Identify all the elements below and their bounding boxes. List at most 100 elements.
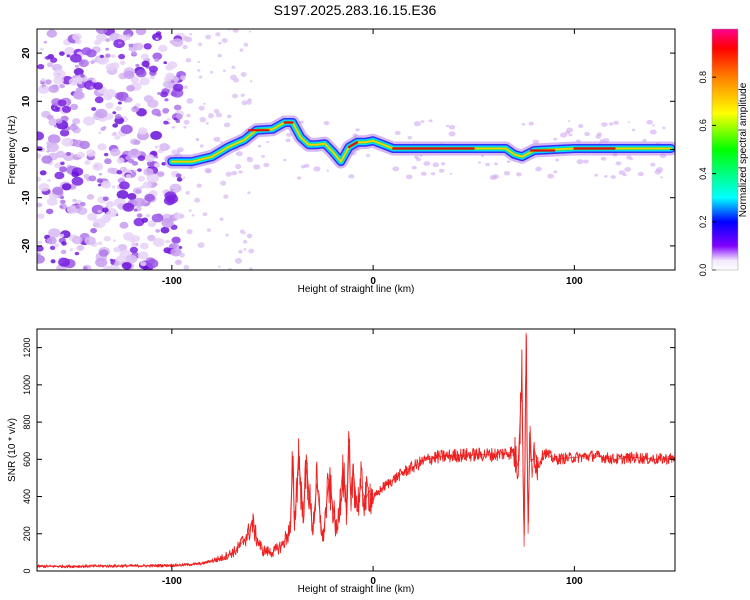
noise-blob bbox=[97, 209, 102, 213]
noise-blob bbox=[420, 120, 425, 123]
noise-blob bbox=[72, 198, 77, 203]
noise-blob bbox=[107, 167, 116, 174]
noise-blob bbox=[134, 103, 141, 108]
noise-blob bbox=[238, 170, 243, 174]
noise-blob bbox=[553, 170, 558, 174]
snr-series bbox=[37, 332, 675, 569]
spectrogram-y-tick-label: -20 bbox=[21, 238, 32, 253]
noise-blob bbox=[95, 257, 108, 268]
noise-blob bbox=[247, 235, 251, 239]
spectrogram-y-label: Frequency (Hz) bbox=[7, 116, 18, 185]
noise-blob bbox=[37, 245, 44, 252]
noise-blob bbox=[57, 99, 67, 107]
noise-blob bbox=[98, 249, 109, 257]
noise-blob bbox=[76, 151, 85, 159]
noise-blob bbox=[39, 170, 47, 176]
noise-blob bbox=[243, 248, 247, 251]
noise-blob bbox=[642, 138, 647, 142]
noise-blob bbox=[45, 79, 52, 85]
noise-blob bbox=[202, 212, 208, 217]
noise-blob bbox=[445, 124, 450, 128]
noise-blob bbox=[96, 178, 103, 183]
noise-blob bbox=[72, 33, 82, 41]
noise-blob bbox=[143, 43, 152, 50]
noise-blob bbox=[164, 98, 169, 102]
noise-blob bbox=[516, 172, 522, 177]
noise-blob bbox=[162, 107, 170, 114]
noise-blob bbox=[603, 138, 610, 143]
noise-blob bbox=[263, 162, 270, 168]
noise-blob bbox=[54, 162, 62, 169]
noise-blob bbox=[182, 176, 186, 179]
snr-x-tick-label: 100 bbox=[566, 576, 583, 587]
noise-blob bbox=[157, 92, 161, 95]
noise-blob bbox=[448, 131, 456, 137]
noise-blob bbox=[213, 136, 221, 142]
noise-blob bbox=[555, 158, 560, 162]
noise-blob bbox=[59, 199, 66, 204]
noise-blob bbox=[261, 155, 266, 158]
noise-blob bbox=[144, 193, 155, 202]
snr-y-tick-label: 400 bbox=[22, 489, 32, 504]
noise-blob bbox=[266, 141, 270, 144]
noise-blob bbox=[506, 160, 511, 163]
noise-blob bbox=[366, 154, 371, 157]
noise-blob bbox=[59, 166, 68, 173]
noise-blob bbox=[415, 157, 421, 162]
snr-y-tick-label: 1000 bbox=[22, 375, 32, 395]
noise-blob bbox=[423, 161, 431, 166]
noise-blob bbox=[189, 32, 193, 36]
noise-blob bbox=[231, 65, 236, 70]
noise-blob bbox=[54, 171, 65, 180]
noise-blob bbox=[116, 170, 123, 175]
snr-y-label: SNR (10 * v/v) bbox=[7, 418, 18, 482]
noise-blob bbox=[135, 63, 140, 68]
noise-blob bbox=[52, 186, 64, 195]
noise-blob bbox=[203, 102, 206, 105]
noise-blob bbox=[494, 162, 498, 166]
noise-blob bbox=[234, 257, 243, 264]
noise-blob bbox=[75, 39, 82, 45]
noise-blob bbox=[186, 98, 194, 104]
noise-blob bbox=[521, 123, 526, 126]
noise-blob bbox=[88, 175, 97, 182]
noise-blob bbox=[89, 86, 94, 89]
noise-blob bbox=[136, 213, 143, 218]
noise-blob bbox=[205, 34, 212, 40]
noise-blob bbox=[185, 36, 193, 43]
figure-title: S197.2025.283.16.15.E36 bbox=[274, 2, 437, 18]
noise-blob bbox=[54, 125, 58, 128]
noise-blob bbox=[158, 44, 168, 53]
noise-blob bbox=[613, 120, 619, 125]
noise-blob bbox=[219, 217, 224, 221]
noise-blob bbox=[166, 117, 171, 121]
noise-blob bbox=[128, 43, 134, 48]
noise-blob bbox=[578, 124, 584, 128]
noise-blob bbox=[99, 54, 105, 59]
noise-blob bbox=[438, 168, 445, 173]
noise-blob bbox=[59, 233, 65, 238]
noise-blob bbox=[241, 100, 248, 106]
noise-blob bbox=[119, 60, 126, 66]
noise-blob bbox=[179, 214, 185, 219]
noise-blob bbox=[121, 262, 132, 270]
noise-blob bbox=[110, 54, 116, 59]
noise-blob bbox=[137, 168, 142, 172]
noise-blob bbox=[218, 41, 222, 45]
noise-blob bbox=[560, 132, 567, 138]
noise-blob bbox=[178, 246, 183, 249]
noise-blob bbox=[37, 202, 43, 208]
noise-blob bbox=[43, 86, 49, 91]
noise-blob bbox=[137, 251, 149, 260]
noise-blob bbox=[80, 74, 85, 78]
noise-blob bbox=[283, 158, 287, 162]
noise-blob bbox=[481, 155, 484, 158]
noise-blob bbox=[240, 72, 247, 77]
noise-blob bbox=[112, 123, 119, 128]
noise-blob bbox=[183, 85, 188, 89]
noise-blob bbox=[165, 239, 171, 244]
noise-blob bbox=[173, 117, 178, 121]
noise-blob bbox=[53, 69, 66, 79]
noise-blob bbox=[219, 140, 223, 144]
noise-blob bbox=[144, 154, 155, 163]
